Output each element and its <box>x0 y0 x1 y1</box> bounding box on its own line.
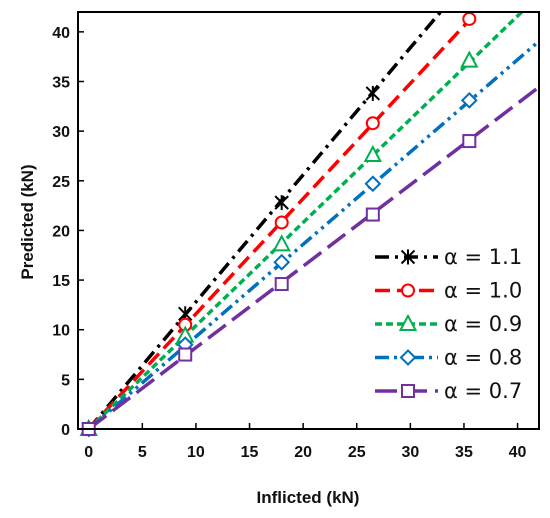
data-point-asterisk <box>365 85 381 101</box>
y-tick-label: 20 <box>52 223 70 240</box>
legend-label: α = 0.9 <box>444 312 522 336</box>
series-line <box>87 39 539 429</box>
x-axis-title: Inflicted (kN) <box>257 488 360 507</box>
y-tick-label: 15 <box>52 273 70 290</box>
data-point-circle <box>365 116 380 131</box>
data-point-square <box>401 384 415 398</box>
x-tick-label: 0 <box>84 444 93 461</box>
x-tick-label: 15 <box>241 444 259 461</box>
data-point-triangle <box>272 234 291 252</box>
y-tick-label: 25 <box>52 174 70 191</box>
legend-label: α = 1.1 <box>444 245 522 269</box>
data-point-circle <box>401 283 415 298</box>
data-point-asterisk <box>400 249 416 265</box>
data-point-square <box>462 134 477 149</box>
data-point-circle <box>274 215 289 230</box>
x-tick-label: 30 <box>401 444 419 461</box>
data-point-diamond <box>364 175 382 193</box>
data-point-diamond <box>460 91 478 109</box>
y-tick-label: 10 <box>52 323 70 340</box>
x-tick-label: 20 <box>294 444 312 461</box>
series-line <box>87 12 480 429</box>
legend-label: α = 1.0 <box>444 279 522 303</box>
data-point-square <box>365 207 380 222</box>
y-tick-label: 40 <box>52 25 70 42</box>
x-tick-label: 25 <box>348 444 366 461</box>
data-point-triangle <box>363 144 382 162</box>
y-tick-label: 0 <box>61 422 70 439</box>
x-tick-label: 40 <box>509 444 527 461</box>
legend-label: α = 0.8 <box>444 346 522 370</box>
data-point-diamond <box>399 349 417 366</box>
x-axis-ticks: 0 5 10 15 20 25 30 35 40 <box>84 423 527 461</box>
data-point-asterisk <box>274 195 289 211</box>
series-line <box>87 12 443 429</box>
y-axis-ticks: 0 5 10 15 20 25 30 35 40 <box>52 25 84 439</box>
data-point-triangle <box>460 50 479 68</box>
legend: α = 1.1 α = 1.0 α = 0.9 α = 0.8 α = 0.7 <box>375 245 522 403</box>
data-point-triangle <box>398 313 418 331</box>
x-tick-label: 10 <box>187 444 205 461</box>
data-point-square <box>274 277 289 292</box>
x-tick-label: 5 <box>138 444 147 461</box>
legend-label: α = 0.7 <box>444 379 522 403</box>
data-point-square <box>178 347 193 362</box>
plot-frame <box>77 11 540 430</box>
x-tick-label: 35 <box>455 444 473 461</box>
data-point-diamond <box>273 253 291 271</box>
y-axis-title: Predicted (kN) <box>18 164 37 279</box>
y-tick-label: 30 <box>52 124 70 141</box>
y-tick-label: 35 <box>52 75 70 92</box>
y-tick-label: 5 <box>61 372 70 389</box>
data-point-circle <box>462 11 477 26</box>
